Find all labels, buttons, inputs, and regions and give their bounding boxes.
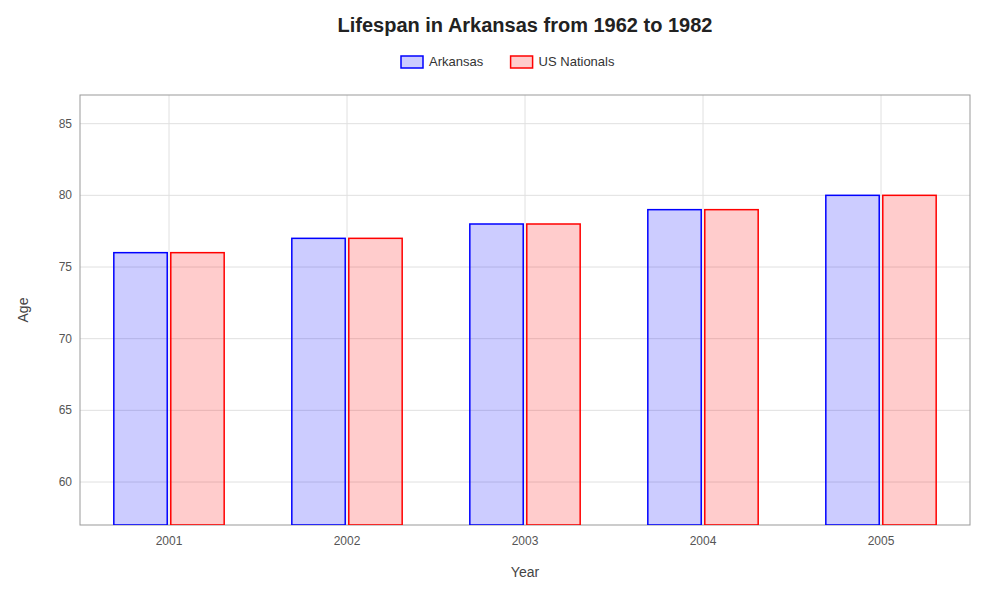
- y-tick-label: 60: [59, 475, 73, 489]
- x-grid-line: [881, 95, 882, 525]
- chart-svg: Lifespan in Arkansas from 1962 to 1982 60…: [0, 0, 1000, 600]
- y-axis-label: Age: [15, 297, 31, 322]
- x-tick-label: 2003: [512, 534, 539, 548]
- legend-swatch: [511, 56, 533, 68]
- x-grid-line: [347, 95, 348, 525]
- x-axis-label: Year: [511, 564, 540, 580]
- plot-frame: [80, 95, 970, 525]
- bars: [114, 195, 936, 525]
- y-tick-label: 80: [59, 188, 73, 202]
- chart-title: Lifespan in Arkansas from 1962 to 1982: [338, 14, 713, 36]
- bar: [527, 224, 580, 525]
- x-tick-label: 2002: [334, 534, 361, 548]
- bar: [883, 195, 936, 525]
- bar: [648, 210, 701, 525]
- bar: [705, 210, 758, 525]
- x-grid-line: [703, 95, 704, 525]
- y-tick-label: 70: [59, 332, 73, 346]
- x-tick-label: 2001: [156, 534, 183, 548]
- y-tick-label: 75: [59, 260, 73, 274]
- legend-label: Arkansas: [429, 54, 484, 69]
- legend: Arkansas US Nationals: [401, 54, 615, 69]
- x-grid-line: [169, 95, 170, 525]
- bar: [470, 224, 523, 525]
- y-tick-label: 65: [59, 403, 73, 417]
- y-tick-label: 85: [59, 117, 73, 131]
- bar: [114, 253, 167, 525]
- bar: [171, 253, 224, 525]
- bar: [349, 238, 402, 525]
- legend-label: US Nationals: [539, 54, 615, 69]
- legend-swatch: [401, 56, 423, 68]
- x-tick-label: 2004: [690, 534, 717, 548]
- x-tick-label: 2005: [868, 534, 895, 548]
- bar: [292, 238, 345, 525]
- chart-container: Lifespan in Arkansas from 1962 to 1982 60…: [0, 0, 1000, 600]
- bar: [826, 195, 879, 525]
- grid: [80, 95, 970, 525]
- x-grid-line: [525, 95, 526, 525]
